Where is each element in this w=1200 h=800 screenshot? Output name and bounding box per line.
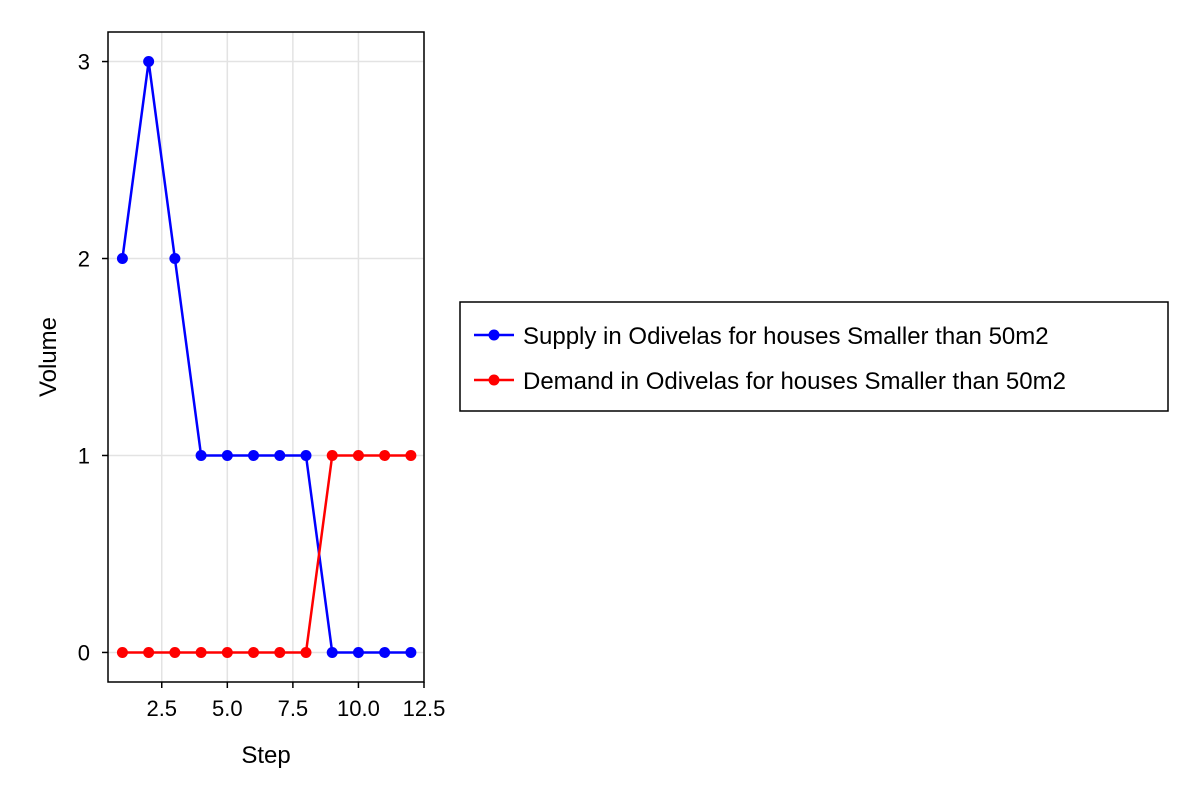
data-point [195,646,207,658]
data-point [169,646,181,658]
y-tick-label: 0 [78,640,90,665]
data-point [116,253,128,265]
series-1 [116,449,417,658]
data-point [248,646,260,658]
legend-swatch-marker [488,374,500,386]
data-point [300,646,312,658]
data-point [221,449,233,461]
legend-label-demand: Demand in Odivelas for houses Smaller th… [523,368,1066,395]
data-point [352,646,364,658]
data-point [405,646,417,658]
legend-frame [459,301,1169,412]
legend: Supply in Odivelas for houses Smaller th… [459,301,1169,412]
data-point [221,646,233,658]
data-point [274,646,286,658]
legend-swatch-marker [488,329,500,341]
legend-label-supply: Supply in Odivelas for houses Smaller th… [523,323,1049,350]
x-tick-label: 5.0 [212,696,243,721]
x-tick-label: 12.5 [403,696,446,721]
series-line [122,454,411,654]
x-tick-label: 2.5 [146,696,177,721]
data-point [300,449,312,461]
y-tick-label: 2 [78,247,90,272]
data-point [248,449,260,461]
x-axis-label: Step [241,742,290,769]
data-point [143,56,155,68]
x-tick-label: 10.0 [337,696,380,721]
legend-item-demand: Demand in Odivelas for houses Smaller th… [474,368,1066,395]
axis-ticks: 2.5 5.0 7.5 10.0 12.5 0 1 2 3 [78,50,446,721]
data-point [195,449,207,461]
series-0 [116,56,417,658]
data-point [326,449,338,461]
y-tick-label: 1 [78,443,90,468]
data-point [116,646,128,658]
data-point [326,646,338,658]
data-point [379,449,391,461]
data-point [352,449,364,461]
legend-item-supply: Supply in Odivelas for houses Smaller th… [474,323,1049,350]
data-point [169,253,181,265]
x-tick-label: 7.5 [278,696,309,721]
data-point [143,646,155,658]
grid-lines [108,32,425,682]
series-layer [116,56,417,658]
y-tick-label: 3 [78,50,90,75]
data-point [274,449,286,461]
series-line [121,60,411,654]
y-axis-label: Volume [35,317,62,397]
data-point [379,646,391,658]
data-point [405,449,417,461]
plot-frame [107,31,425,683]
